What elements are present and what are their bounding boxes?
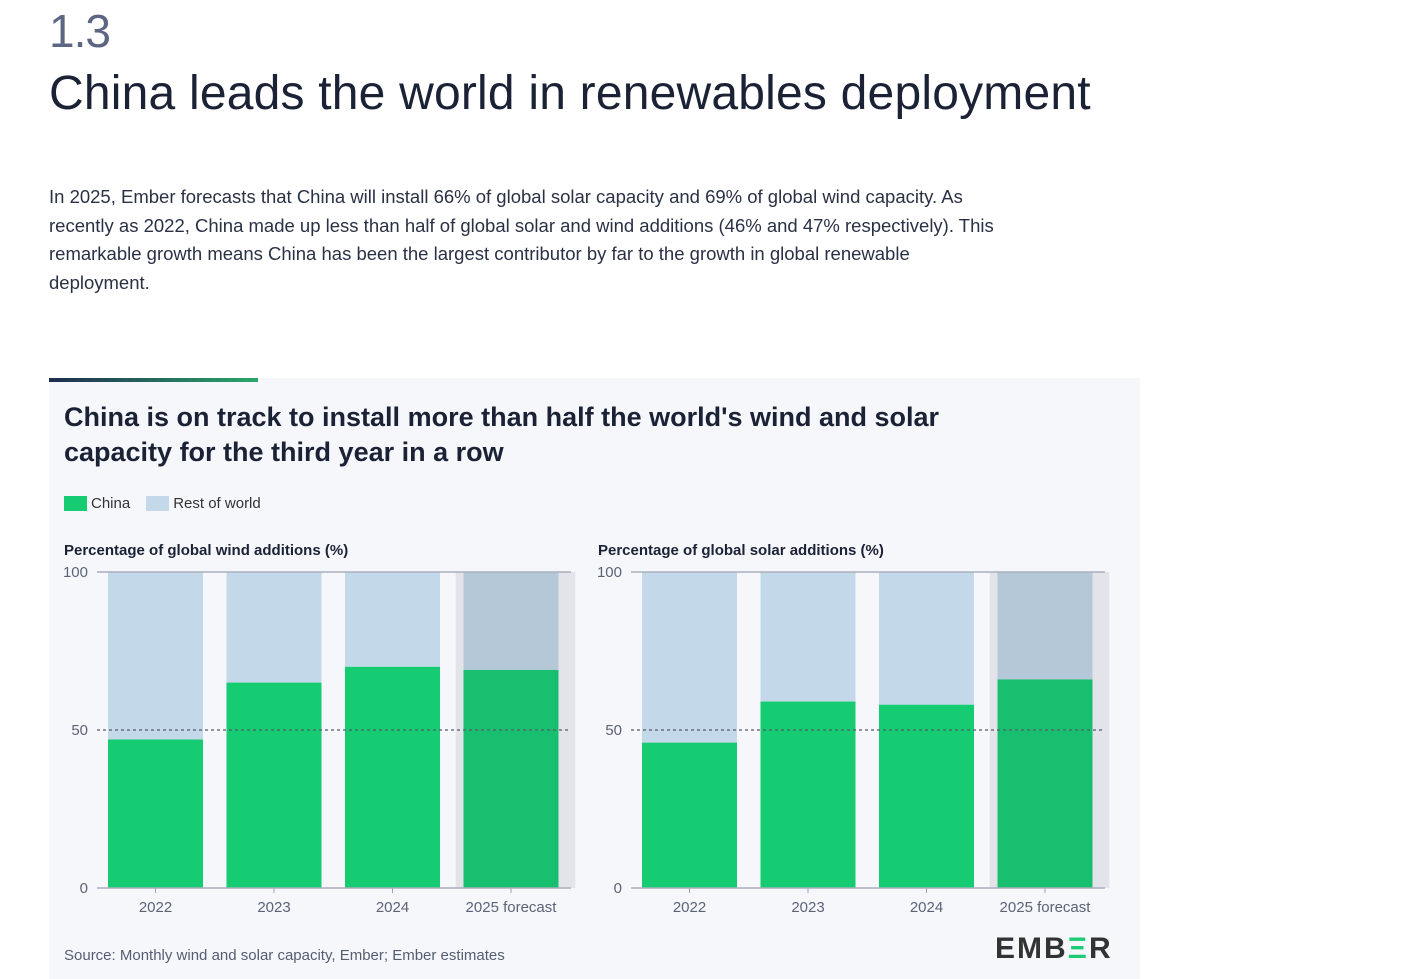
bar-china — [345, 666, 440, 888]
bar-rest-of-world — [108, 572, 203, 740]
x-tick-label: 2025 forecast — [466, 899, 558, 916]
intro-paragraph: In 2025, Ember forecasts that China will… — [49, 186, 994, 293]
legend-label: China — [91, 495, 131, 512]
x-tick-label: 2023 — [257, 899, 290, 916]
section-number: 1.3 — [49, 5, 111, 57]
x-tick-label: 2022 — [673, 899, 706, 916]
legend-rest: Rest of world — [146, 495, 261, 512]
ember-logo: EMBΞR — [995, 932, 1113, 965]
legend-label: Rest of world — [173, 495, 261, 512]
y-tick-label: 50 — [605, 722, 622, 739]
bar-china — [642, 742, 737, 888]
y-tick-label: 50 — [71, 722, 88, 739]
legend-swatch-china — [64, 496, 87, 511]
chart-subtitle: Percentage of global wind additions (%) — [64, 542, 348, 559]
source-note: Source: Monthly wind and solar capacity,… — [64, 947, 505, 964]
bar-rest-of-world — [463, 572, 559, 670]
page-title: China leads the world in renewables depl… — [49, 67, 1091, 120]
bar-rest-of-world — [345, 572, 440, 667]
x-tick-label: 2024 — [376, 899, 409, 916]
bar-rest-of-world — [642, 572, 737, 743]
x-tick-label: 2022 — [139, 899, 172, 916]
bar-china — [463, 669, 559, 888]
x-tick-label: 2025 forecast — [1000, 899, 1092, 916]
bar-rest-of-world — [997, 572, 1093, 680]
bar-china — [879, 704, 974, 888]
chart-subtitle: Percentage of global solar additions (%) — [598, 542, 884, 559]
x-tick-label: 2024 — [910, 899, 943, 916]
y-tick-label: 0 — [614, 880, 622, 897]
bar-rest-of-world — [879, 572, 974, 705]
legend-swatch-rest — [146, 496, 170, 511]
bar-china — [997, 679, 1093, 888]
y-tick-label: 0 — [80, 880, 88, 897]
legend-china: China — [64, 495, 130, 512]
chart-title: China is on track to install more than h… — [64, 402, 940, 467]
x-tick-label: 2023 — [791, 899, 824, 916]
legend: China Rest of world — [64, 495, 261, 512]
y-tick-label: 100 — [597, 564, 622, 581]
bar-china — [760, 701, 856, 888]
bar-rest-of-world — [760, 572, 856, 702]
bar-china — [108, 739, 203, 888]
y-tick-label: 100 — [63, 564, 88, 581]
bar-china — [226, 682, 322, 888]
accent-bar — [49, 378, 258, 382]
bar-rest-of-world — [226, 572, 322, 683]
